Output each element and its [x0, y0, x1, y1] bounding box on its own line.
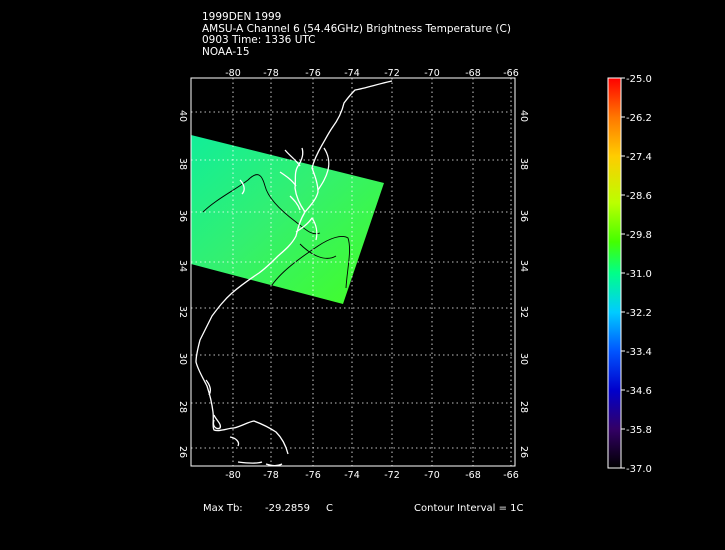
lat-tick-label-left: 32: [177, 306, 188, 318]
lon-tick-label-top: -74: [344, 68, 360, 79]
colorbar-label: -29.8: [626, 230, 652, 241]
colorbar: [607, 77, 622, 469]
brightness-temperature-swath: [191, 135, 384, 304]
lon-tick-label-bottom: -78: [263, 470, 279, 481]
lat-tick-label-left: 30: [177, 353, 188, 365]
lat-tick-label-left: 40: [177, 110, 188, 122]
title-line-date: 1999DEN 1999: [202, 11, 282, 23]
lat-tick-label-right: 26: [518, 446, 529, 458]
title-line-satellite: NOAA-15: [202, 45, 250, 58]
lat-tick-label-right: 40: [518, 110, 529, 122]
lon-tick-label-bottom: -66: [503, 470, 519, 481]
lat-tick-label-right: 36: [518, 210, 529, 222]
coastline: [195, 80, 393, 467]
lat-tick-label-left: 38: [177, 158, 188, 170]
colorbar-label: -32.2: [626, 308, 652, 319]
colorbar-label: -35.8: [626, 425, 652, 436]
lat-tick-label-left: 36: [177, 210, 188, 222]
contour-lines: [202, 174, 350, 289]
lon-tick-label-bottom: -74: [344, 470, 360, 481]
lat-lon-grid: [191, 78, 515, 466]
lon-tick-label-top: -76: [305, 68, 321, 79]
lon-tick-label-top: -78: [263, 68, 279, 79]
lat-tick-label-right: 34: [518, 260, 529, 272]
title-line-time: 0903 Time: 1336 UTC: [202, 34, 316, 46]
lon-tick-label-top: -72: [384, 68, 400, 79]
lat-tick-label-right: 28: [518, 401, 529, 413]
colorbar-label: -31.0: [626, 269, 652, 280]
colorbar-label: -27.4: [626, 152, 652, 163]
figure-title-block: 1999DEN 1999 AMSU-A Channel 6 (54.46GHz)…: [202, 11, 511, 58]
colorbar-label: -37.0: [626, 464, 652, 475]
lon-tick-label-bottom: -70: [424, 470, 440, 481]
lat-tick-label-right: 30: [518, 353, 529, 365]
lon-tick-label-top: -80: [225, 68, 241, 79]
lon-tick-label-top: -66: [503, 68, 519, 79]
lat-tick-label-right: 32: [518, 306, 529, 318]
contour-interval-text: Contour Interval = 1C: [414, 503, 524, 514]
colorbar-label: -25.0: [626, 74, 652, 85]
map-frame: [190, 77, 516, 467]
colorbar-label: -26.2: [626, 113, 652, 124]
max-tb-unit: C: [326, 503, 333, 514]
title-line-product: AMSU-A Channel 6 (54.46GHz) Brightness T…: [202, 22, 511, 35]
lat-tick-label-left: 34: [177, 260, 188, 272]
lat-tick-label-left: 28: [177, 401, 188, 413]
colorbar-label: -34.6: [626, 386, 652, 397]
max-tb-label: Max Tb:: [203, 503, 243, 514]
lat-tick-label-left: 26: [177, 446, 188, 458]
max-tb-value: -29.2859: [265, 503, 310, 514]
lon-tick-label-bottom: -72: [384, 470, 400, 481]
colorbar-label: -33.4: [626, 347, 652, 358]
lon-tick-label-bottom: -68: [465, 470, 481, 481]
lon-tick-label-bottom: -76: [305, 470, 321, 481]
lon-tick-label-top: -68: [465, 68, 481, 79]
colorbar-label: -28.6: [626, 191, 652, 202]
lat-tick-label-right: 38: [518, 158, 529, 170]
lon-tick-label-bottom: -80: [225, 470, 241, 481]
lon-tick-label-top: -70: [424, 68, 440, 79]
